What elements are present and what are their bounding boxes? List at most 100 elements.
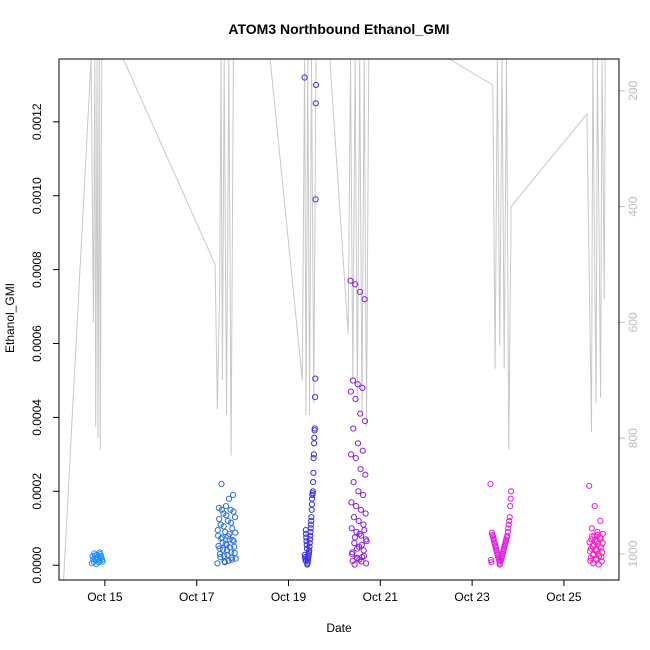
- data-point: [355, 488, 362, 495]
- y-tick-label: 0.0004: [30, 399, 44, 436]
- data-point: [595, 561, 602, 568]
- data-point: [588, 525, 595, 532]
- data-point: [357, 466, 364, 473]
- data-point: [216, 515, 223, 523]
- data-point: [225, 495, 233, 502]
- data-point: [312, 394, 319, 401]
- data-point: [586, 548, 594, 555]
- data-point: [89, 553, 96, 560]
- data-point: [232, 555, 239, 562]
- data-point: [227, 544, 234, 551]
- data-point: [310, 455, 317, 462]
- data-point: [349, 377, 357, 384]
- data-point: [597, 535, 604, 542]
- data-point: [359, 554, 366, 561]
- data-point: [350, 479, 357, 486]
- data-point: [348, 451, 355, 458]
- data-point: [505, 521, 512, 528]
- data-point: [507, 503, 514, 510]
- data-point: [362, 471, 369, 478]
- data-point: [592, 555, 600, 562]
- data-point: [218, 480, 225, 487]
- data-point: [598, 544, 605, 551]
- data-point: [230, 508, 237, 515]
- data-point: [350, 425, 357, 432]
- secondary-y-tick-label: 200: [626, 81, 640, 101]
- data-point: [224, 551, 231, 559]
- data-point: [352, 281, 359, 288]
- data-point: [363, 538, 370, 545]
- plot-frame: [58, 58, 620, 581]
- data-point: [90, 556, 97, 563]
- data-point: [222, 540, 229, 547]
- data-point: [312, 375, 319, 382]
- x-tick-label: Oct 21: [363, 590, 399, 604]
- data-point: [228, 556, 236, 563]
- data-point: [592, 537, 599, 544]
- data-point: [361, 418, 369, 425]
- data-point: [354, 440, 362, 447]
- x-tick-label: Oct 15: [87, 590, 123, 604]
- data-point: [311, 440, 318, 447]
- data-point: [505, 525, 512, 532]
- altitude-line: [63, 59, 615, 580]
- y-tick-label: 0.0006: [30, 325, 44, 362]
- data-point: [310, 479, 317, 486]
- data-point: [487, 480, 494, 487]
- data-point: [308, 514, 315, 521]
- data-point: [488, 529, 495, 536]
- data-point: [508, 488, 515, 495]
- data-point: [506, 514, 513, 521]
- data-point: [589, 542, 596, 550]
- data-point: [595, 540, 602, 547]
- secondary-y-tick-label: 1000: [626, 540, 640, 567]
- data-point: [355, 517, 362, 525]
- data-points: [88, 74, 607, 568]
- data-point: [361, 527, 368, 534]
- data-point: [225, 557, 232, 564]
- y-tick-label: 0.0000: [30, 547, 44, 584]
- data-point: [303, 538, 310, 545]
- x-tick-label: Oct 17: [179, 590, 215, 604]
- data-point: [215, 542, 222, 550]
- data-point: [227, 519, 234, 526]
- y-tick-label: 0.0008: [30, 251, 44, 288]
- data-point: [221, 559, 228, 566]
- data-point: [586, 539, 593, 546]
- x-tick-label: Oct 19: [271, 590, 307, 604]
- data-point: [352, 455, 359, 462]
- y-tick-label: 0.0012: [30, 103, 44, 140]
- data-point: [90, 558, 97, 566]
- data-point: [302, 557, 309, 564]
- data-point: [312, 100, 319, 107]
- data-point: [589, 533, 596, 540]
- data-point: [91, 550, 98, 557]
- data-point: [357, 506, 364, 513]
- data-point: [349, 549, 356, 556]
- chart-title: ATOM3 Northbound Ethanol_GMI: [228, 21, 449, 37]
- secondary-y-tick-label: 400: [626, 196, 640, 216]
- data-point: [214, 560, 221, 567]
- data-point: [594, 531, 601, 539]
- data-point: [348, 499, 355, 506]
- data-point: [230, 491, 237, 499]
- data-point: [232, 529, 239, 536]
- secondary-y-tick-label: 600: [626, 312, 640, 332]
- data-point: [222, 503, 230, 510]
- data-point: [308, 506, 315, 513]
- data-point: [363, 560, 370, 567]
- data-point: [591, 503, 598, 510]
- data-point: [214, 527, 221, 534]
- data-point: [594, 528, 601, 536]
- data-point: [356, 530, 363, 537]
- data-point: [359, 384, 366, 391]
- data-point: [230, 538, 237, 545]
- data-point: [229, 525, 236, 532]
- data-point: [303, 545, 311, 552]
- data-point: [586, 482, 593, 489]
- data-point: [496, 561, 503, 568]
- data-point: [312, 196, 319, 203]
- data-point: [362, 510, 369, 517]
- data-point: [353, 528, 360, 536]
